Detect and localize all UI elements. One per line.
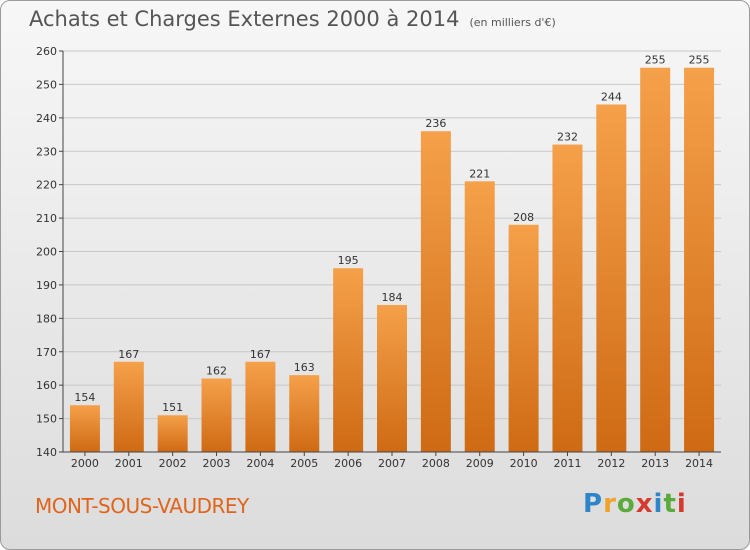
- data-label: 232: [557, 131, 578, 144]
- bar-2011: [552, 144, 583, 453]
- logo-letter: i: [653, 489, 664, 519]
- y-tick-label: 150: [36, 413, 57, 426]
- y-tick-label: 170: [36, 346, 57, 359]
- data-label: 151: [162, 401, 183, 414]
- bar-2012: [596, 104, 627, 452]
- x-tick-label: 2003: [203, 457, 231, 470]
- bar-2002: [157, 415, 188, 452]
- data-label: 162: [206, 364, 227, 377]
- y-tick-label: 180: [36, 312, 57, 325]
- y-tick-label: 190: [36, 279, 57, 292]
- data-label: 163: [294, 361, 315, 374]
- y-tick-label: 200: [36, 246, 57, 259]
- x-tick-label: 2001: [115, 457, 143, 470]
- x-tick-label: 2000: [71, 457, 99, 470]
- bar-2000: [69, 405, 100, 452]
- bar-2007: [377, 304, 407, 452]
- y-tick-label: 160: [36, 379, 57, 392]
- data-label: 154: [74, 391, 95, 404]
- bar-2004: [245, 361, 276, 452]
- chart-title-text: Achats et Charges Externes 2000 à 2014: [29, 7, 460, 31]
- x-tick-label: 2008: [422, 457, 450, 470]
- bar-2005: [289, 375, 320, 452]
- bar-2014: [684, 67, 715, 452]
- commune-name: MONT-SOUS-VAUDREY: [35, 494, 249, 518]
- x-tick-label: 2010: [510, 457, 538, 470]
- bar-2009: [464, 181, 495, 452]
- data-label: 221: [469, 167, 490, 180]
- x-tick-label: 2004: [246, 457, 274, 470]
- data-label: 255: [645, 54, 666, 67]
- x-tick-label: 2012: [597, 457, 625, 470]
- x-tick-label: 2005: [290, 457, 318, 470]
- x-tick-label: 2011: [553, 457, 581, 470]
- x-tick-label: 2014: [685, 457, 713, 470]
- logo-letter: r: [603, 489, 617, 519]
- y-tick-label: 210: [36, 212, 57, 225]
- data-label: 167: [118, 348, 139, 361]
- y-tick-label: 240: [36, 112, 57, 125]
- x-tick-label: 2007: [378, 457, 406, 470]
- x-tick-label: 2006: [334, 457, 362, 470]
- x-tick-label: 2009: [466, 457, 494, 470]
- x-tick-label: 2002: [159, 457, 187, 470]
- labels-group: 140 150 160 170 180 190 200 210 220 230 240 250 260 1…: [36, 45, 713, 470]
- bar-2006: [333, 268, 364, 452]
- data-label: 255: [689, 54, 710, 67]
- bar-2003: [201, 378, 232, 452]
- y-tick-label: 230: [36, 145, 57, 158]
- logo-letter: o: [616, 489, 636, 519]
- logo-letter: P: [583, 489, 604, 519]
- proxiti-logo: Proxiti: [583, 489, 687, 519]
- x-tick-label: 2013: [641, 457, 669, 470]
- logo-letter: t: [663, 489, 677, 519]
- bar-2010: [508, 224, 539, 452]
- bar-2001: [113, 361, 144, 452]
- y-tick-label: 260: [36, 45, 57, 58]
- data-label: 184: [382, 291, 403, 304]
- data-label: 195: [338, 254, 359, 267]
- axes-group: [59, 50, 721, 456]
- data-label: 167: [250, 348, 271, 361]
- data-label: 208: [513, 211, 534, 224]
- chart-subtitle: (en milliers d'€): [469, 16, 556, 29]
- y-tick-label: 140: [36, 446, 57, 459]
- bars-group: [69, 67, 715, 453]
- bar-2008: [420, 131, 451, 452]
- y-tick-label: 250: [36, 78, 57, 91]
- chart-title: Achats et Charges Externes 2000 à 2014 (e…: [29, 7, 556, 31]
- y-tick-label: 220: [36, 179, 57, 192]
- logo-letter: i: [676, 489, 687, 519]
- bar-2013: [640, 67, 671, 452]
- logo-letter: x: [635, 489, 654, 519]
- data-label: 236: [425, 117, 446, 130]
- data-label: 244: [601, 90, 622, 103]
